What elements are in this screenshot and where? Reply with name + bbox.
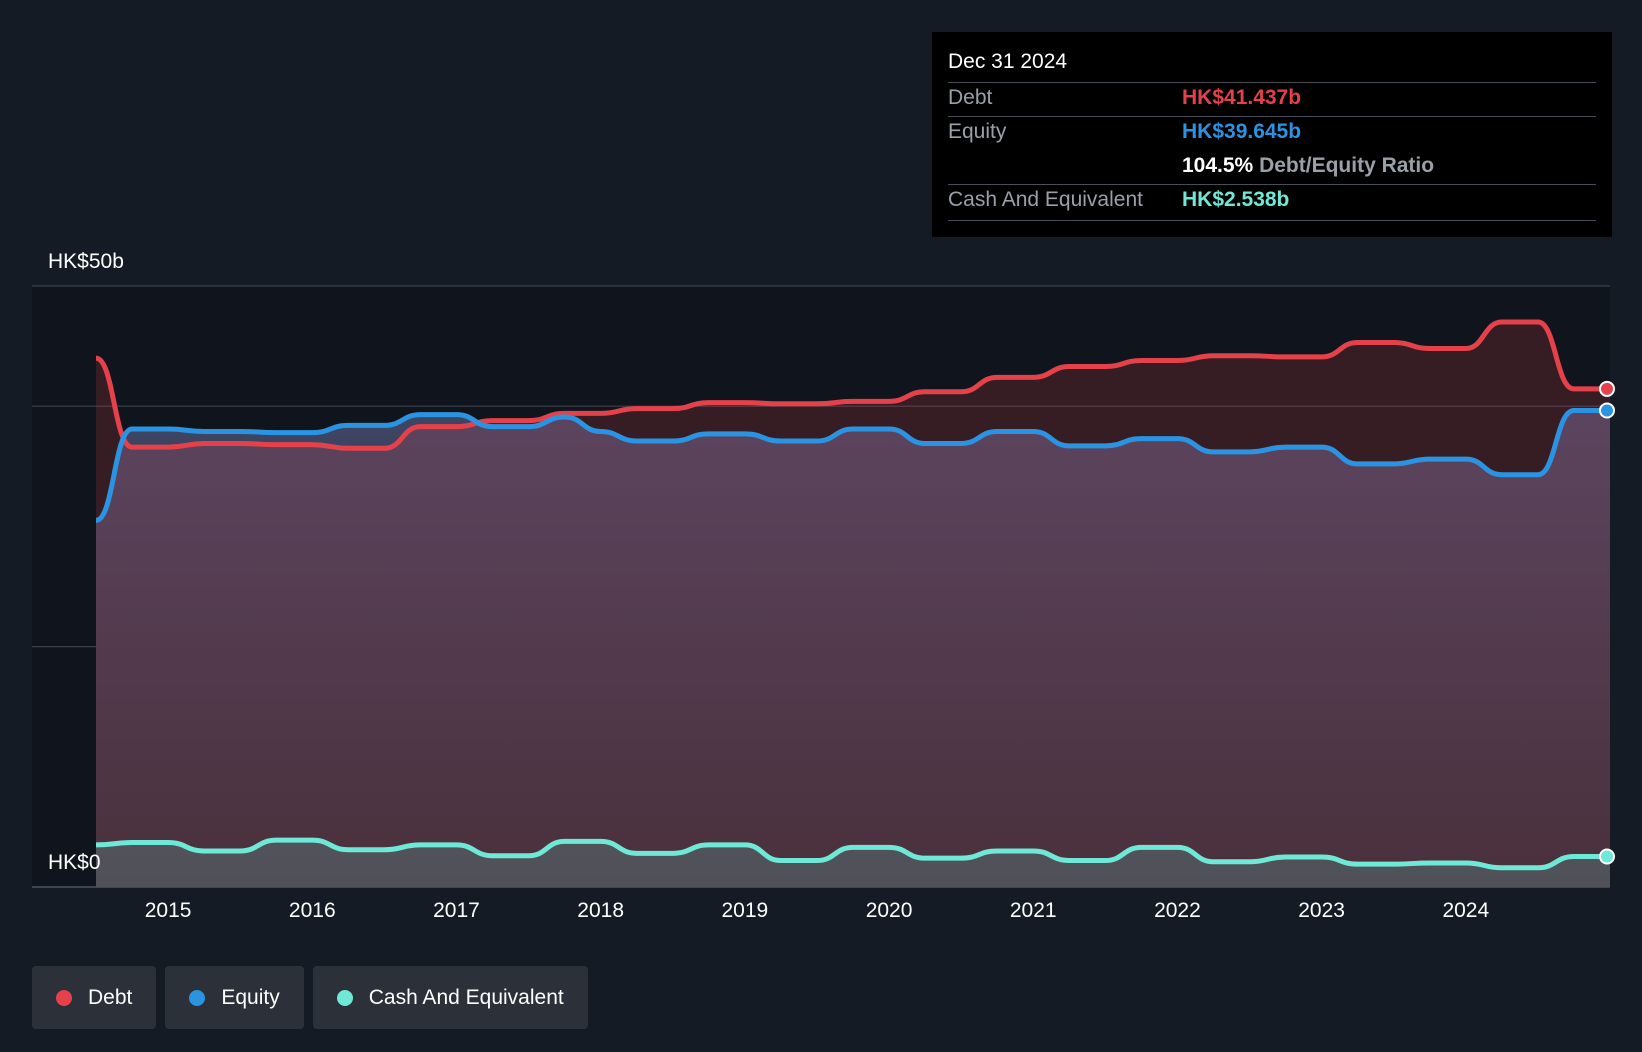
- x-tick-label: 2020: [865, 899, 913, 922]
- tooltip-panel: Dec 31 2024 Debt HK$41.437b Equity HK$39…: [932, 32, 1612, 237]
- x-tick-label: 2019: [721, 899, 769, 922]
- tooltip-divider: [948, 220, 1596, 221]
- end-marker-debt[interactable]: [1599, 380, 1615, 397]
- tooltip-cash-value: HK$2.538b: [1182, 188, 1290, 211]
- tooltip-cash-label: Cash And Equivalent: [948, 188, 1143, 211]
- tooltip-ratio-label: Debt/Equity Ratio: [1259, 154, 1435, 177]
- legend: Debt Equity Cash And Equivalent: [32, 966, 588, 1029]
- series-line-cash: [95, 837, 1611, 871]
- legend-label-cash: Cash And Equivalent: [368, 985, 564, 1009]
- tooltip-ratio-value: 104.5%: [1182, 154, 1254, 177]
- equity-dot-icon: [189, 989, 206, 1006]
- tooltip-debt-value: HK$41.437b: [1182, 86, 1302, 109]
- tooltip-ratio-row: 104.5% Debt/Equity Ratio: [1182, 154, 1434, 178]
- legend-label-equity: Equity: [221, 985, 280, 1009]
- legend-item-debt[interactable]: Debt: [32, 966, 157, 1029]
- debt-area: [96, 322, 1610, 887]
- legend-label-debt: Debt: [88, 985, 133, 1009]
- x-tick-label: 2024: [1442, 899, 1490, 922]
- x-tick-label: 2016: [288, 899, 336, 922]
- x-tick-label: 2021: [1009, 899, 1057, 922]
- x-tick-label: 2018: [577, 899, 625, 922]
- series-line-equity: [95, 407, 1610, 523]
- legend-item-cash[interactable]: Cash And Equivalent: [312, 966, 588, 1029]
- x-tick-label: 2022: [1154, 899, 1201, 922]
- tooltip-divider: [948, 184, 1596, 185]
- tooltip-debt-label: Debt: [948, 86, 993, 109]
- end-marker-cash[interactable]: [1599, 848, 1615, 865]
- tooltip-equity-label: Equity: [948, 120, 1007, 143]
- x-tick-label: 2017: [433, 899, 480, 922]
- legend-item-equity[interactable]: Equity: [165, 966, 304, 1029]
- tooltip-date: Dec 31 2024: [948, 50, 1068, 73]
- end-marker-equity[interactable]: [1599, 402, 1615, 419]
- x-tick-label: 2015: [144, 899, 192, 922]
- tooltip-divider: [948, 116, 1596, 117]
- y-axis-bottom-label: HK$0: [48, 851, 101, 874]
- series-line-debt: [95, 319, 1610, 451]
- tooltip-equity-value: HK$39.645b: [1182, 120, 1302, 143]
- x-tick-label: 2023: [1298, 899, 1345, 922]
- equity-area: [96, 410, 1610, 887]
- debt-dot-icon: [56, 989, 72, 1006]
- tooltip-divider: [948, 82, 1596, 83]
- cash-dot-icon: [336, 989, 353, 1006]
- y-axis-top-label: HK$50b: [48, 250, 124, 273]
